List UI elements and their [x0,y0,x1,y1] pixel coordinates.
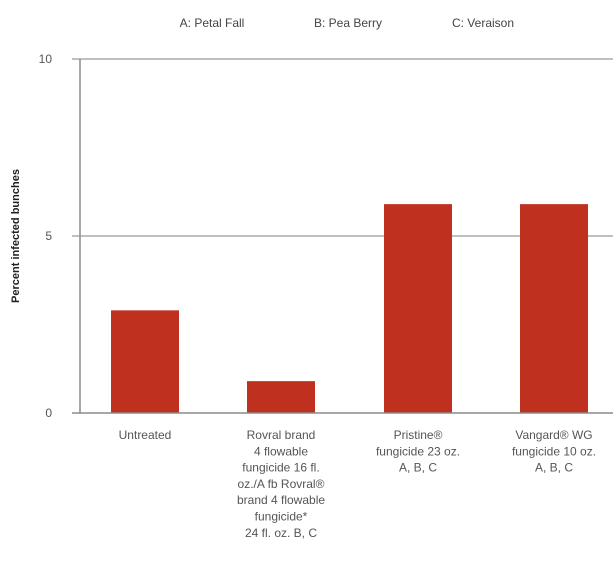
category-label-line: fungicide 10 oz. [512,444,596,458]
category-label-line: oz./A fb Rovral® [238,477,325,491]
y-tick-label: 0 [45,406,52,420]
category-label-line: fungicide* [255,510,308,524]
legend-entry: B: Pea Berry [314,16,382,30]
category-label-line: brand 4 flowable [237,493,325,507]
category-label: Vangard® WG fungicide 10 oz. A, B, C [512,428,596,475]
labels: 0 5 10 Percent infected bunches Untreated Rov… [10,52,596,540]
category-label-line: Untreated [119,428,172,442]
axes [72,59,613,414]
legend: A: Petal Fall B: Pea Berry C: Veraison [180,16,514,30]
legend-entry: A: Petal Fall [180,16,245,30]
bar [247,381,315,413]
bars [111,204,588,413]
category-label-line: 24 fl. oz. B, C [245,526,317,540]
bar [111,310,179,413]
bar [384,204,452,413]
y-tick-label: 5 [45,229,52,243]
category-label: Rovral brand 4 flowable fungicide 16 fl. oz… [237,428,325,540]
category-label-line: A, B, C [535,461,573,475]
y-tick-label: 10 [39,52,53,66]
legend-entry: C: Veraison [452,16,514,30]
category-label-line: 4 flowable [254,444,308,458]
category-label-line: fungicide 23 oz. [376,444,460,458]
category-label-line: Vangard® WG [515,428,592,442]
category-label-line: fungicide 16 fl. [242,461,319,475]
category-label: Pristine® fungicide 23 oz. A, B, C [376,428,460,475]
category-label: Untreated [119,428,172,442]
y-axis-label: Percent infected bunches [10,169,22,303]
bar [520,204,588,413]
category-label-line: Rovral brand [247,428,316,442]
category-label-line: Pristine® [394,428,443,442]
category-label-line: A, B, C [399,461,437,475]
